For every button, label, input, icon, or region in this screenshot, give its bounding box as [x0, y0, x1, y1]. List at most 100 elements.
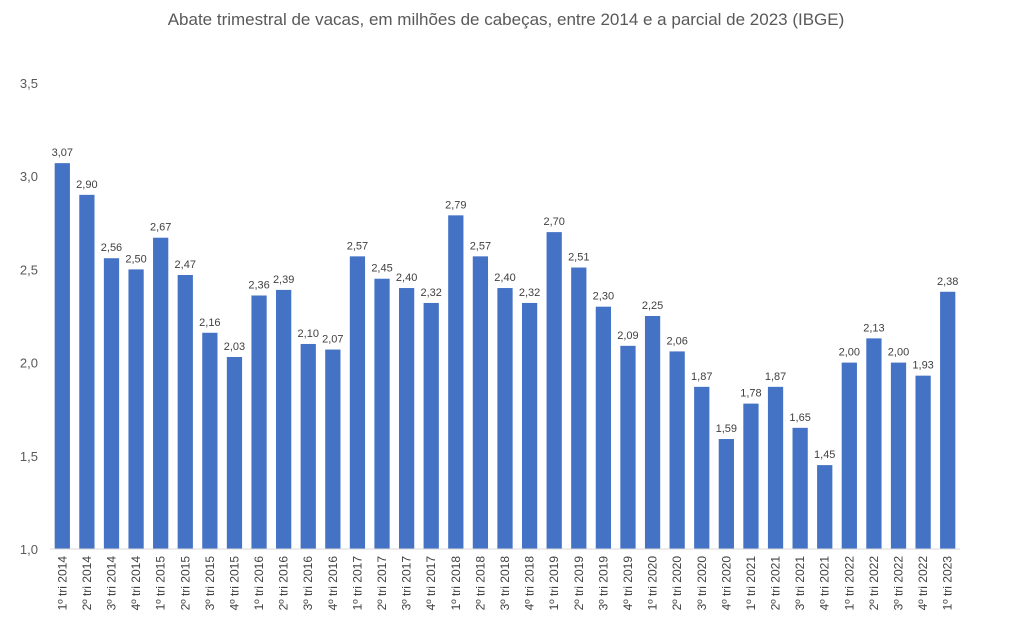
x-tick-label: 3º tri 2019: [596, 556, 610, 611]
data-label: 2,36: [248, 279, 269, 291]
x-tick-label: 2º tri 2014: [80, 556, 94, 611]
y-tick-label: 1,0: [20, 542, 38, 557]
data-label: 2,40: [396, 272, 417, 284]
x-tick-label: 1º tri 2020: [646, 556, 660, 611]
data-label: 1,87: [691, 371, 712, 383]
data-label: 2,57: [347, 240, 368, 252]
x-tick-label: 4º tri 2014: [129, 556, 143, 611]
bar: [915, 375, 931, 549]
x-tick-label: 3º tri 2015: [203, 556, 217, 611]
bar: [349, 256, 366, 549]
data-label: 2,30: [593, 291, 614, 303]
x-tick-label: 3º tri 2022: [892, 556, 906, 611]
bar: [521, 302, 538, 549]
y-tick-label: 1,5: [20, 449, 38, 464]
data-label: 1,65: [789, 412, 810, 424]
bar: [226, 357, 243, 549]
bar: [448, 215, 464, 549]
bar: [276, 289, 292, 549]
data-label: 2,50: [125, 253, 146, 265]
bar: [497, 288, 513, 549]
data-label: 2,39: [273, 274, 294, 286]
data-label: 1,59: [716, 423, 737, 435]
data-label: 3,07: [52, 147, 73, 159]
data-label: 2,16: [199, 317, 220, 329]
bar: [202, 332, 218, 549]
x-tick-label: 2º tri 2015: [178, 556, 192, 611]
data-label: 2,10: [298, 328, 319, 340]
x-tick-label: 3º tri 2018: [498, 556, 512, 611]
x-tick-label: 1º tri 2017: [350, 556, 364, 611]
x-tick-label: 1º tri 2018: [449, 556, 463, 611]
data-labels: 3,07 2,90 2,562,50 2,67 2,47 2,16 2,03 2,36 2,39…: [52, 147, 959, 461]
data-label: 1,87: [765, 371, 786, 383]
x-tick-label: 2º tri 2022: [867, 556, 881, 611]
data-label: 2,38: [937, 276, 958, 288]
data-label: 1,93: [912, 360, 933, 372]
data-label: 2,00: [839, 347, 860, 359]
data-label: 2,70: [543, 216, 564, 228]
bar: [669, 351, 685, 549]
bar: [153, 237, 169, 549]
data-label: 2,45: [371, 263, 392, 275]
bar: [571, 267, 587, 549]
bar: [251, 295, 267, 549]
x-tick-label: 1º tri 2023: [941, 556, 955, 611]
x-tick-label: 2º tri 2019: [572, 556, 586, 611]
data-label: 1,78: [740, 388, 761, 400]
x-tick-label: 3º tri 2017: [400, 556, 414, 611]
x-axis: 1º tri 2014 2º tri 2014 3º tri 2014 4º tri …: [50, 548, 960, 611]
x-tick-label: 1º tri 2022: [842, 556, 856, 611]
bar: [940, 291, 956, 549]
data-label: 2,51: [568, 252, 589, 264]
bar: [546, 232, 562, 549]
bar: [374, 278, 390, 549]
bar: [767, 386, 784, 549]
x-tick-label: 4º tri 2022: [916, 556, 930, 611]
bar: [325, 349, 341, 549]
data-label: 2,09: [617, 330, 638, 342]
bar: [718, 439, 734, 549]
x-tick-label: 4º tri 2016: [326, 556, 340, 611]
data-label: 2,06: [666, 335, 687, 347]
data-label: 2,32: [519, 287, 540, 299]
bars: [54, 163, 956, 550]
x-tick-label: 3º tri 2014: [104, 556, 118, 611]
x-tick-label: 4º tri 2019: [621, 556, 635, 611]
x-tick-label: 4º tri 2015: [227, 556, 241, 611]
y-axis: 1,0 1,5 2,0 2,5 3,0 3,5: [20, 76, 38, 557]
bar: [644, 316, 661, 549]
x-tick-label: 4º tri 2021: [818, 556, 832, 611]
data-label: 2,13: [863, 322, 884, 334]
x-tick-label: 1º tri 2016: [252, 556, 266, 611]
x-tick-label: 3º tri 2021: [793, 556, 807, 611]
data-label: 2,56: [101, 242, 122, 254]
x-tick-label: 2º tri 2021: [769, 556, 783, 611]
x-tick-label: 2º tri 2020: [670, 556, 684, 611]
bar: [890, 362, 907, 549]
bar: [792, 427, 808, 549]
bar: [103, 258, 120, 549]
bar: [398, 288, 415, 549]
bar: [177, 274, 193, 549]
data-label: 2,90: [76, 179, 97, 191]
x-tick-label: 1º tri 2019: [547, 556, 561, 611]
bar: [694, 386, 710, 549]
bar: [423, 302, 439, 549]
bar: [472, 256, 489, 549]
data-label: 2,47: [175, 259, 196, 271]
x-tick-label: 2º tri 2016: [277, 556, 291, 611]
data-label: 2,03: [224, 341, 245, 353]
x-tick-label: 1º tri 2015: [154, 556, 168, 611]
x-tick-label: 1º tri 2021: [744, 556, 758, 611]
y-tick-label: 2,0: [20, 356, 38, 371]
y-tick-label: 2,5: [20, 262, 38, 277]
bar: [866, 338, 882, 549]
x-tick-label: 4º tri 2017: [424, 556, 438, 611]
bar: [841, 362, 857, 549]
bar: [128, 269, 144, 549]
x-tick-label: 1º tri 2014: [55, 556, 69, 611]
x-tick-label: 4º tri 2020: [719, 556, 733, 611]
y-tick-label: 3,0: [20, 169, 38, 184]
